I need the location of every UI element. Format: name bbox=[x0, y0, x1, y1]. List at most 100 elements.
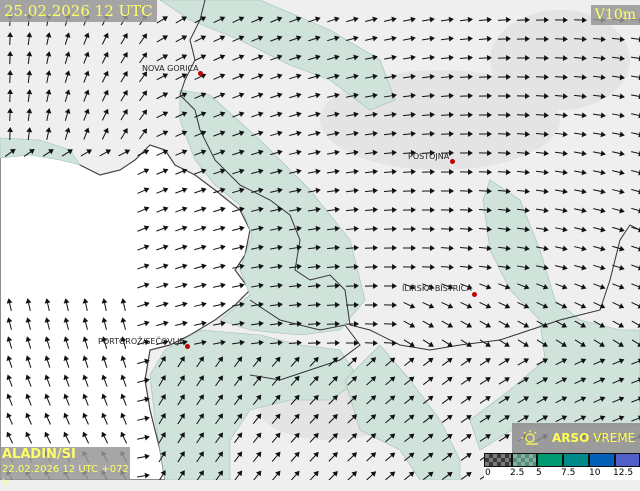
wind-arrow bbox=[271, 451, 281, 462]
wind-arrow bbox=[63, 412, 70, 425]
wind-arrow bbox=[120, 33, 128, 45]
wind-arrow bbox=[175, 225, 188, 232]
wind-arrow bbox=[290, 451, 300, 462]
wind-arrow bbox=[422, 283, 435, 290]
wind-arrow bbox=[498, 339, 510, 347]
wind-arrow bbox=[118, 149, 131, 157]
wind-arrow bbox=[478, 93, 492, 99]
wind-arrow bbox=[404, 433, 415, 443]
wind-arrow bbox=[421, 188, 435, 194]
wind-arrow bbox=[593, 131, 606, 138]
wind-arrow bbox=[289, 206, 302, 213]
wind-arrow bbox=[232, 244, 245, 251]
wind-arrow bbox=[326, 225, 340, 232]
wind-arrow bbox=[139, 33, 148, 45]
wind-arrow bbox=[26, 89, 33, 103]
wind-arrow bbox=[63, 393, 70, 406]
wind-arrow bbox=[156, 263, 169, 270]
city-marker bbox=[450, 159, 455, 164]
wind-arrow bbox=[177, 375, 185, 387]
wind-arrow bbox=[441, 376, 453, 385]
wind-arrow bbox=[478, 131, 492, 137]
wind-arrow bbox=[366, 471, 377, 480]
wind-arrow bbox=[232, 301, 245, 308]
wind-arrow bbox=[156, 282, 169, 289]
city-label: NOVA GORICA bbox=[142, 64, 199, 73]
wind-arrow bbox=[440, 73, 454, 80]
wind-arrow bbox=[139, 52, 148, 64]
wind-arrow bbox=[308, 92, 321, 99]
wind-arrow bbox=[101, 298, 108, 311]
wind-arrow bbox=[459, 92, 473, 99]
wind-arrow bbox=[612, 302, 625, 309]
wind-arrow bbox=[516, 55, 530, 61]
wind-arrow bbox=[535, 55, 549, 61]
wind-arrow bbox=[64, 51, 71, 64]
wind-arrow bbox=[516, 93, 530, 100]
wind-arrow bbox=[460, 377, 472, 385]
wind-arrow bbox=[554, 169, 568, 176]
wind-arrow bbox=[26, 108, 33, 122]
wind-arrow bbox=[611, 93, 625, 100]
wind-arrow bbox=[251, 263, 264, 270]
wind-arrow bbox=[6, 393, 13, 406]
wind-arrow bbox=[156, 73, 169, 81]
wind-arrow bbox=[45, 32, 52, 45]
wind-arrow bbox=[347, 395, 358, 405]
wind-arrow bbox=[83, 51, 90, 64]
wind-arrow bbox=[592, 55, 606, 62]
wind-arrow bbox=[177, 394, 185, 406]
wind-arrow bbox=[459, 73, 473, 80]
wind-arrow bbox=[270, 35, 283, 42]
wind-arrow bbox=[516, 245, 530, 252]
wind-arrow bbox=[497, 245, 511, 252]
wind-arrow bbox=[422, 376, 434, 386]
wind-arrow bbox=[555, 339, 567, 347]
wind-arrow bbox=[194, 130, 207, 137]
wind-arrow bbox=[404, 376, 415, 386]
wind-arrow bbox=[517, 264, 530, 271]
brand-text: ARSO VREME bbox=[552, 431, 636, 445]
wind-arrow bbox=[554, 150, 568, 157]
wind-arrow bbox=[517, 377, 530, 385]
wind-arrow bbox=[175, 35, 188, 43]
wind-arrow bbox=[175, 320, 188, 327]
wind-arrow bbox=[26, 127, 33, 141]
wind-arrow bbox=[44, 336, 51, 349]
wind-arrow bbox=[196, 356, 204, 368]
wind-arrow bbox=[251, 54, 264, 61]
wind-arrow bbox=[120, 355, 127, 368]
wind-arrow bbox=[498, 434, 510, 442]
wind-arrow bbox=[631, 302, 640, 309]
wind-arrow bbox=[364, 225, 378, 232]
wind-arrow bbox=[250, 301, 264, 308]
wind-arrow bbox=[137, 453, 150, 460]
valid-time-label: 25.02.2026 12 UTC bbox=[0, 0, 157, 22]
wind-arrow bbox=[271, 470, 281, 480]
wind-arrow bbox=[156, 54, 169, 62]
wind-arrow bbox=[422, 395, 434, 405]
wind-arrow bbox=[574, 207, 587, 214]
wind-arrow bbox=[270, 149, 283, 156]
wind-arrow bbox=[196, 432, 204, 444]
wind-arrow bbox=[574, 283, 587, 290]
wind-arrow bbox=[535, 112, 549, 119]
wind-arrow bbox=[421, 207, 435, 213]
wind-arrow bbox=[307, 263, 321, 270]
wind-arrow bbox=[64, 32, 71, 45]
wind-arrow bbox=[307, 320, 321, 327]
wind-arrow bbox=[44, 298, 51, 311]
wind-arrow bbox=[175, 149, 188, 156]
wind-arrow bbox=[250, 339, 264, 346]
wind-arrow bbox=[554, 36, 568, 43]
wind-arrow bbox=[535, 93, 549, 100]
wind-arrow bbox=[421, 73, 435, 80]
wind-arrow bbox=[4, 148, 16, 157]
wind-arrow bbox=[101, 431, 109, 444]
wind-arrow bbox=[213, 206, 226, 213]
wind-arrow bbox=[535, 74, 549, 81]
wind-arrow bbox=[574, 358, 587, 366]
wind-arrow bbox=[346, 35, 359, 42]
wind-arrow bbox=[441, 283, 454, 290]
wind-arrow bbox=[63, 355, 70, 368]
